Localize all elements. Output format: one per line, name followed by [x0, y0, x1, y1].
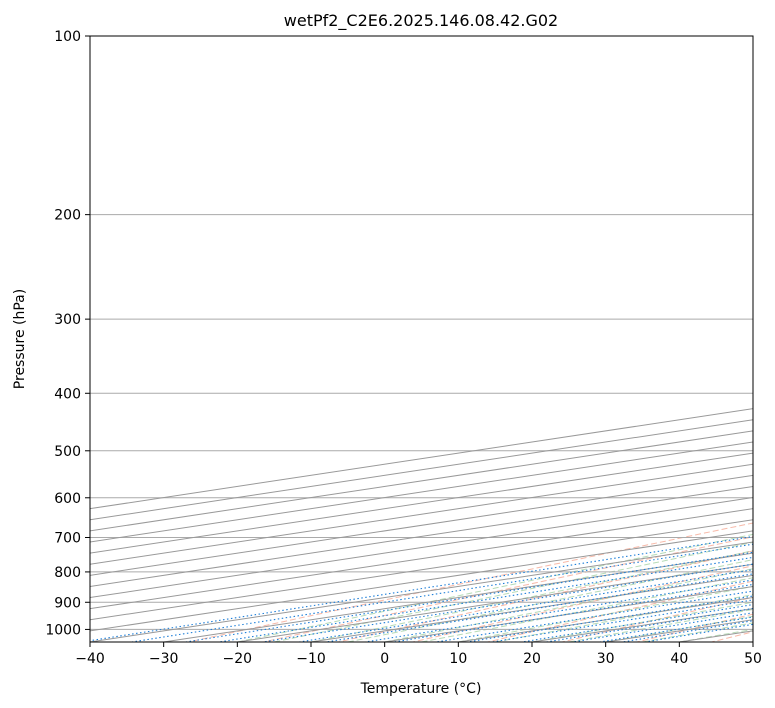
- isotherm-line: [90, 530, 753, 632]
- x-axis-label: Temperature (°C): [360, 681, 482, 697]
- isotherm-line: [90, 441, 753, 543]
- isotherm-line: [752, 641, 753, 642]
- mixing-ratio-line: [467, 595, 753, 642]
- x-tick-label: 40: [670, 651, 688, 667]
- mixing-ratio-line: [394, 583, 753, 642]
- mixing-ratio-line: [218, 556, 753, 642]
- background-lines: [90, 36, 753, 642]
- moist-adiabat-line: [421, 577, 753, 642]
- y-tick-label: 200: [54, 208, 81, 224]
- x-tick-label: 20: [523, 651, 541, 667]
- mixing-ratio-line: [90, 535, 753, 642]
- isotherm-line: [90, 452, 753, 554]
- isotherm-line: [90, 519, 753, 621]
- y-axis: 100 200 300 400 500 600 700 800 900 1000: [45, 29, 90, 638]
- x-tick-label: 50: [744, 651, 762, 667]
- y-tick-label: 500: [54, 444, 81, 460]
- x-tick-label: −40: [75, 651, 105, 667]
- y-tick-label: 300: [54, 312, 81, 328]
- dry-adiabat-line: [338, 550, 753, 642]
- moist-adiabat-line: [384, 568, 753, 642]
- y-tick-label: 400: [54, 386, 81, 402]
- moist-adiabat-line: [495, 594, 753, 642]
- moist-adiabat-line: [347, 559, 753, 642]
- x-tick-label: 0: [380, 651, 389, 667]
- moist-adiabat-line: [274, 541, 753, 642]
- x-tick-label: −30: [149, 651, 179, 667]
- y-tick-label: 800: [54, 565, 81, 581]
- x-tick-label: −10: [296, 651, 326, 667]
- x-tick-label: −20: [223, 651, 253, 667]
- y-tick-label: 100: [54, 29, 81, 45]
- y-axis-label: Pressure (hPa): [12, 289, 28, 389]
- isotherm-line: [90, 485, 753, 587]
- x-axis: −40 −30 −20 −10 0 10 20 30 40 50: [75, 642, 762, 667]
- y-tick-label: 1000: [45, 622, 81, 638]
- plot-frame: [89, 35, 754, 643]
- plot-background: [90, 36, 753, 642]
- mixing-ratio-line: [572, 612, 753, 642]
- x-tick-label: 10: [449, 651, 467, 667]
- dry-adiabat-line: [412, 565, 753, 642]
- isotherm-line: [90, 474, 753, 576]
- y-tick-label: 600: [54, 491, 81, 507]
- y-tick-label: 900: [54, 595, 81, 611]
- isotherm-line: [90, 497, 753, 599]
- chart-title: wetPf2_C2E6.2025.146.08.42.G02: [284, 11, 558, 31]
- isotherm-line: [90, 463, 753, 565]
- dry-adiabat-line: [487, 580, 753, 642]
- y-tick-label: 700: [54, 531, 81, 547]
- mixing-ratio-line: [522, 604, 753, 642]
- isotherm-line: [90, 508, 753, 610]
- mixing-ratio-line: [185, 551, 753, 642]
- x-tick-label: 30: [597, 651, 615, 667]
- dry-adiabat-line: [263, 536, 753, 642]
